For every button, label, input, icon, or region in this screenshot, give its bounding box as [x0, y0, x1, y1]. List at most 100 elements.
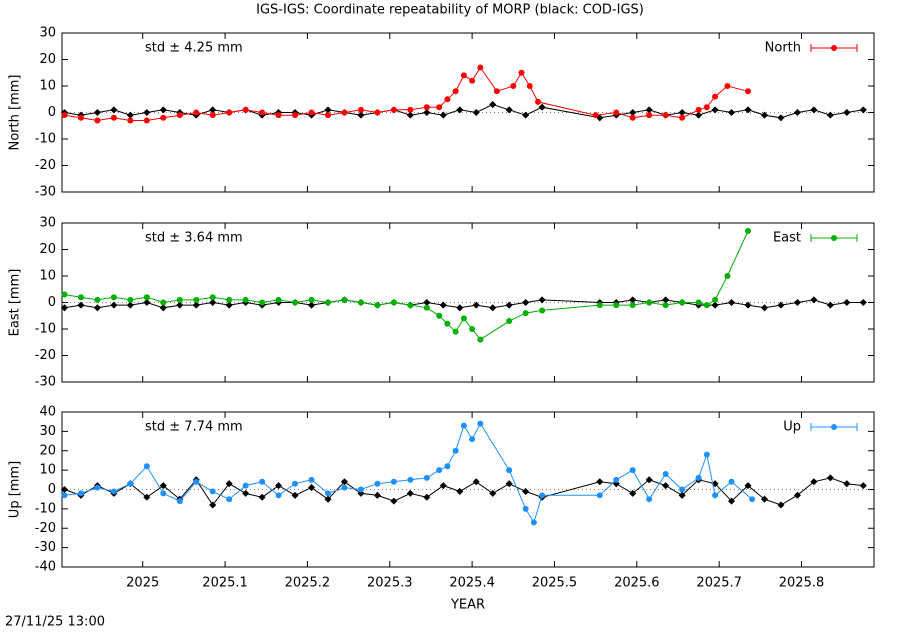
data-point	[793, 298, 801, 307]
data-point	[77, 301, 85, 309]
data-point	[539, 492, 546, 499]
data-point	[760, 495, 769, 503]
data-point	[592, 112, 599, 119]
data-point	[390, 106, 397, 113]
data-point	[727, 298, 736, 307]
data-point	[826, 111, 834, 119]
data-point	[209, 298, 217, 307]
legend-label: Up	[783, 420, 801, 435]
data-point	[712, 93, 719, 100]
data-point	[506, 318, 513, 325]
data-point	[407, 476, 414, 483]
data-point	[406, 111, 414, 119]
data-point	[843, 480, 851, 488]
legend-label: North	[765, 41, 801, 56]
data-point	[489, 489, 497, 497]
legend-swatch	[831, 235, 837, 241]
y-tick-label: 10	[39, 463, 56, 478]
data-point	[242, 489, 250, 497]
data-point	[596, 478, 604, 486]
data-point	[176, 296, 183, 303]
data-point	[159, 482, 167, 490]
series	[60, 474, 867, 509]
series	[61, 420, 756, 526]
data-point	[662, 112, 669, 119]
data-point	[859, 482, 867, 490]
data-point	[460, 315, 467, 322]
x-tick-label: 2025.3	[367, 576, 413, 591]
data-point	[506, 467, 513, 474]
legend-swatch	[831, 424, 837, 430]
y-tick-label: -30	[35, 540, 56, 555]
x-tick-label: 2025.8	[779, 576, 825, 591]
data-point	[127, 480, 134, 487]
data-point	[439, 301, 447, 309]
data-point	[423, 474, 430, 481]
data-point	[456, 304, 464, 312]
data-point	[308, 476, 315, 483]
data-point	[324, 106, 332, 114]
data-point	[629, 467, 636, 474]
y-tick-label: -20	[35, 521, 56, 536]
data-point	[77, 114, 84, 121]
data-point	[176, 498, 183, 505]
data-point	[477, 336, 484, 343]
data-point	[259, 109, 266, 116]
data-point	[703, 302, 710, 309]
data-point	[225, 301, 233, 309]
data-point	[712, 492, 719, 499]
data-point	[613, 302, 620, 309]
x-tick-label: 2025.6	[614, 576, 660, 591]
annotation: std ± 3.64 mm	[145, 231, 243, 246]
data-point	[646, 496, 653, 503]
data-point	[843, 298, 851, 307]
data-point	[679, 486, 686, 493]
data-point	[60, 485, 69, 494]
data-point	[539, 307, 546, 314]
data-point	[374, 302, 381, 309]
data-point	[613, 109, 620, 116]
y-tick-label: 30	[39, 26, 56, 41]
y-tick-label: -20	[35, 158, 56, 173]
data-point	[712, 296, 719, 303]
x-tick-label: 2025.2	[285, 576, 331, 591]
data-point	[226, 109, 233, 116]
data-point	[275, 296, 282, 303]
data-point	[530, 519, 537, 526]
data-point	[110, 301, 118, 309]
timestamp: 27/11/25 13:00	[5, 615, 105, 630]
data-point	[61, 112, 68, 119]
data-point	[291, 491, 299, 499]
data-point	[390, 299, 397, 306]
data-point	[744, 301, 752, 309]
data-point	[522, 298, 530, 307]
data-point	[308, 109, 315, 116]
data-point	[193, 109, 200, 116]
data-point	[192, 301, 200, 309]
data-point	[407, 302, 414, 309]
y-tick-label: 40	[39, 405, 56, 420]
y-tick-label: 30	[39, 216, 56, 231]
data-point	[745, 88, 751, 95]
data-point	[472, 108, 480, 117]
data-point	[793, 108, 801, 117]
y-tick-label: 0	[48, 482, 56, 497]
data-point	[510, 83, 517, 89]
data-point	[159, 106, 167, 114]
data-point	[679, 299, 686, 306]
x-tick-label: 2025.5	[532, 576, 578, 591]
data-point	[646, 299, 653, 306]
data-point	[522, 310, 529, 317]
data-point	[325, 112, 331, 119]
y-tick-label: -10	[35, 322, 56, 337]
data-point	[242, 482, 249, 489]
data-point	[275, 492, 282, 499]
data-point	[679, 114, 686, 121]
data-point	[423, 304, 430, 311]
data-point	[724, 83, 731, 89]
data-point	[711, 106, 719, 114]
data-point	[826, 474, 834, 482]
data-point	[522, 505, 529, 512]
data-point	[127, 117, 134, 124]
